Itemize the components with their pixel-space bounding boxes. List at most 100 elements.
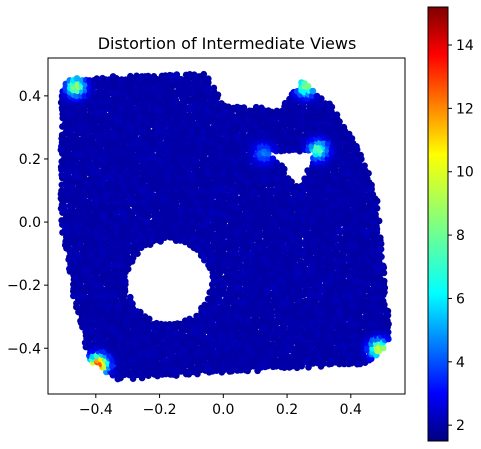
scatter-point bbox=[173, 119, 180, 127]
scatter-point bbox=[172, 368, 180, 376]
scatter-point bbox=[276, 127, 284, 134]
scatter-point bbox=[228, 367, 235, 375]
scatter-point bbox=[161, 194, 168, 202]
scatter-point bbox=[148, 191, 156, 198]
scatter-point bbox=[249, 234, 256, 241]
scatter-point bbox=[216, 274, 224, 281]
scatter-point bbox=[284, 191, 291, 198]
scatter-point bbox=[292, 273, 299, 281]
scatter-point bbox=[109, 203, 116, 210]
scatter-point bbox=[185, 76, 192, 84]
scatter-point bbox=[272, 321, 280, 329]
scatter-point bbox=[241, 183, 248, 190]
scatter-point bbox=[260, 254, 267, 261]
scatter-point bbox=[177, 320, 184, 328]
scatter-point bbox=[256, 218, 264, 225]
scatter-point bbox=[61, 203, 68, 210]
scatter-point bbox=[353, 143, 360, 150]
scatter-point bbox=[177, 84, 184, 92]
scatter-point bbox=[256, 356, 264, 364]
scatter-point bbox=[73, 75, 81, 82]
scatter-point bbox=[348, 135, 356, 142]
scatter-point bbox=[129, 300, 136, 308]
scatter-point bbox=[106, 262, 113, 269]
scatter-point bbox=[248, 155, 255, 163]
scatter-point bbox=[281, 165, 288, 173]
scatter-point bbox=[361, 162, 368, 169]
scatter-point bbox=[205, 75, 212, 82]
scatter-point bbox=[300, 329, 308, 336]
scatter-point bbox=[241, 297, 248, 305]
scatter-point bbox=[146, 315, 153, 323]
scatter-point bbox=[134, 250, 141, 257]
scatter-point bbox=[144, 81, 152, 88]
scatter-point bbox=[264, 282, 272, 289]
scatter-point bbox=[276, 183, 283, 191]
scatter-point bbox=[125, 131, 133, 139]
scatter-point bbox=[232, 249, 240, 257]
scatter-point bbox=[172, 96, 180, 104]
scatter-point bbox=[292, 308, 300, 316]
scatter-point bbox=[129, 104, 137, 112]
scatter-point bbox=[85, 112, 92, 119]
scatter-point bbox=[161, 167, 168, 175]
scatter-point bbox=[173, 199, 180, 206]
scatter-point bbox=[200, 70, 208, 78]
scatter-point bbox=[304, 82, 312, 90]
scatter-point bbox=[73, 92, 80, 100]
scatter-point bbox=[205, 132, 213, 139]
scatter-point bbox=[66, 174, 74, 182]
scatter-point bbox=[113, 265, 120, 273]
scatter-point bbox=[124, 265, 132, 273]
scatter-point bbox=[304, 167, 311, 174]
scatter-point bbox=[328, 103, 336, 111]
scatter-point bbox=[153, 75, 161, 83]
scatter-point bbox=[224, 309, 232, 317]
scatter-point bbox=[161, 186, 168, 194]
scatter-point bbox=[89, 285, 96, 292]
scatter-point bbox=[269, 341, 276, 348]
scatter-point bbox=[205, 84, 212, 91]
scatter-point bbox=[93, 75, 101, 82]
scatter-point bbox=[308, 341, 316, 348]
scatter-point bbox=[357, 151, 364, 159]
scatter-point bbox=[93, 309, 100, 316]
scatter-point bbox=[133, 72, 140, 80]
scatter-point bbox=[264, 211, 272, 218]
scatter-point bbox=[237, 156, 244, 163]
scatter-point bbox=[189, 104, 196, 112]
scatter-point bbox=[272, 356, 280, 364]
scatter-point bbox=[129, 375, 137, 383]
scatter-point bbox=[173, 71, 181, 78]
scatter-point bbox=[172, 329, 180, 336]
scatter-point bbox=[300, 191, 307, 198]
scatter-point bbox=[249, 132, 256, 139]
scatter-point bbox=[241, 222, 249, 230]
scatter-point bbox=[252, 103, 260, 111]
scatter-point bbox=[224, 147, 232, 155]
scatter-point bbox=[113, 75, 120, 82]
scatter-point bbox=[240, 104, 248, 111]
scatter-point bbox=[260, 207, 267, 214]
scatter-point bbox=[114, 313, 121, 320]
scatter-point bbox=[293, 183, 300, 190]
scatter-point bbox=[365, 170, 372, 177]
scatter-point bbox=[333, 111, 341, 118]
scatter-point bbox=[145, 218, 152, 226]
scatter-point bbox=[232, 203, 240, 210]
chart-title: Distortion of Intermediate Views bbox=[98, 34, 357, 53]
scatter-point bbox=[309, 87, 317, 95]
scatter-point bbox=[212, 151, 220, 158]
scatter-point bbox=[308, 143, 315, 150]
scatter-point bbox=[318, 95, 325, 102]
scatter-point bbox=[97, 88, 104, 96]
scatter-point bbox=[157, 139, 164, 146]
scatter-point bbox=[81, 124, 89, 131]
scatter-point bbox=[214, 91, 222, 99]
scatter-point bbox=[93, 293, 100, 300]
scatter-point bbox=[248, 107, 255, 115]
scatter-point bbox=[124, 309, 132, 317]
scatter-point bbox=[154, 360, 161, 367]
scatter-point bbox=[105, 269, 113, 276]
